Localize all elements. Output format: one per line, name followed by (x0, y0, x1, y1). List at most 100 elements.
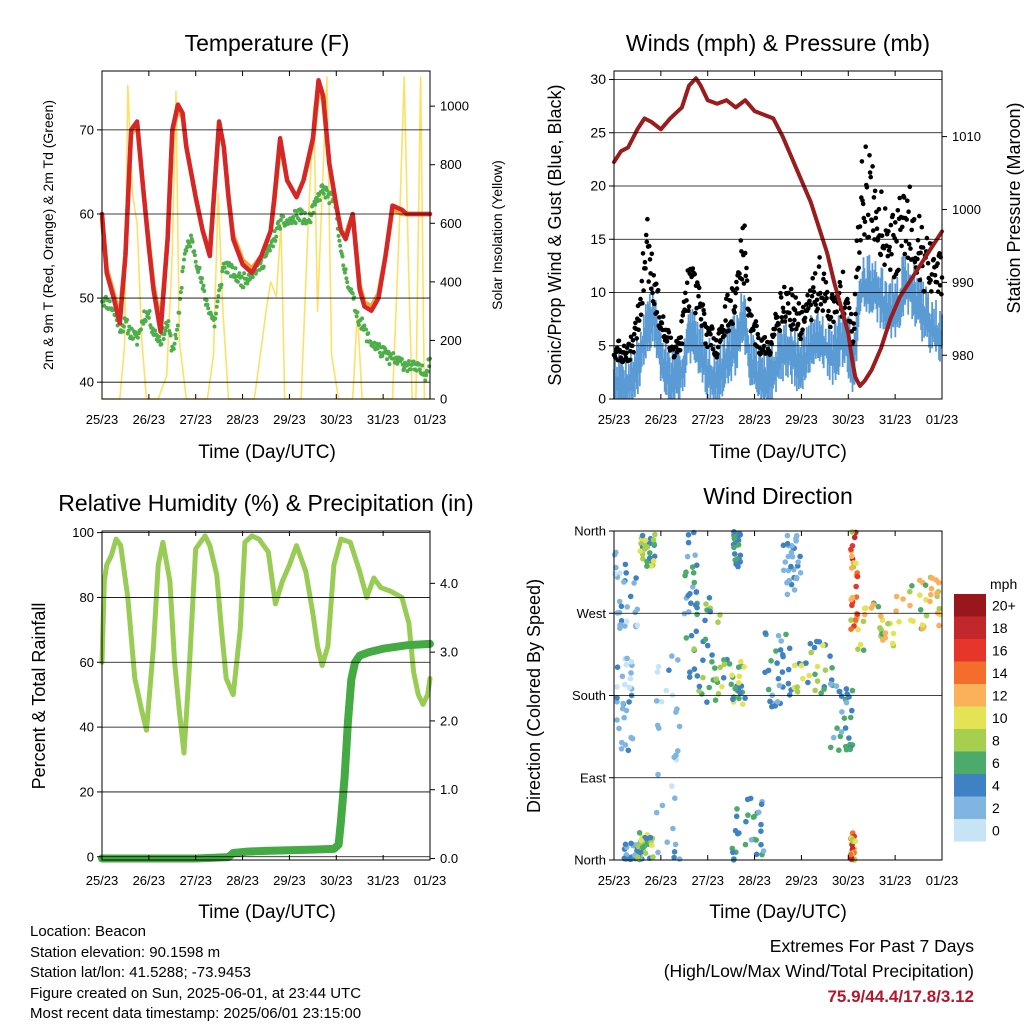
wind-direction-point (785, 553, 792, 560)
y-tick-label: 40 (80, 375, 94, 390)
gust-point (728, 298, 733, 304)
gust-point (730, 321, 735, 327)
gust-point (809, 293, 815, 299)
gust-point (805, 292, 810, 298)
gust-point (876, 206, 882, 212)
gust-point (834, 309, 839, 315)
wind-direction-point (691, 666, 698, 672)
dewpoint-point (180, 269, 185, 274)
wind-y-axis-label: Sonic/Prop Wind & Gust (Blue, Black) (545, 84, 565, 385)
wind-direction-point (933, 577, 939, 583)
wind-direction-point (853, 594, 860, 600)
temperature-panel: Temperature (F) 25/23 26/23 27/23 28/23 29/2… (40, 30, 505, 463)
wind-direction-point (669, 783, 675, 789)
dewpoint-point (308, 220, 313, 225)
colorbar-swatch (954, 616, 986, 639)
gust-point (831, 319, 836, 325)
wind-direction-point (689, 564, 696, 570)
wind-direction-point (655, 849, 661, 856)
wind-direction-point (730, 696, 736, 703)
wind-direction-point (880, 637, 886, 643)
gust-point (756, 335, 761, 341)
gust-point (853, 311, 858, 317)
wind-direction-point (700, 674, 706, 681)
wind-direction-point (807, 640, 814, 647)
y-tick-label: 25 (590, 124, 606, 140)
colorbar-label: 12 (992, 687, 1008, 703)
gust-point (802, 319, 807, 324)
wind-direction-point (664, 839, 670, 845)
wind-direction-point (808, 649, 814, 656)
x-tick-label: 29/23 (273, 873, 306, 888)
x-tick-label: 25/23 (598, 412, 631, 427)
dewpoint-point (192, 249, 197, 254)
y2-tick-label: 1000 (440, 99, 469, 114)
wind-direction-point (822, 667, 829, 673)
gust-point (838, 283, 843, 289)
dewpoint-point (383, 347, 388, 352)
wind-direction-point (928, 591, 934, 598)
gust-point (696, 293, 701, 299)
wind-direction-point (619, 705, 626, 712)
dewpoint-point (212, 324, 217, 329)
wind-direction-point (922, 582, 929, 588)
colorbar-label: 0 (992, 822, 1000, 838)
wind-direction-point (649, 842, 655, 848)
wind-direction-point (618, 603, 625, 610)
wind-direction-point (627, 675, 634, 682)
gust-point (904, 217, 909, 222)
dewpoint-point (366, 331, 371, 336)
gust-point (692, 271, 697, 277)
wind-direction-point (637, 849, 644, 856)
x-tick-label: 29/23 (273, 412, 306, 427)
dewpoint-point (313, 202, 318, 207)
wind-direction-point (691, 646, 697, 652)
gust-point (742, 250, 748, 256)
wind-direction-point (629, 735, 636, 742)
gust-point (851, 321, 856, 326)
y-tick-label: 60 (80, 206, 94, 221)
wind-direction-point (742, 841, 749, 848)
dewpoint-point (391, 351, 396, 356)
wind-direction-point (621, 579, 627, 585)
wind-direction-point (637, 548, 643, 554)
gust-point (829, 292, 835, 297)
gust-point (886, 229, 891, 234)
gust-point (821, 271, 827, 277)
wind-direction-point (729, 672, 735, 678)
wind-direction-point (733, 813, 740, 820)
dewpoint-point (193, 259, 198, 264)
wind-direction-point (745, 812, 751, 818)
gust-point (882, 262, 887, 268)
wind-direction-point (797, 570, 804, 576)
wind-direction-point (748, 837, 755, 843)
colorbar-swatch (954, 706, 986, 729)
dewpoint-point (204, 298, 209, 303)
dewpoint-point (377, 342, 382, 347)
wind-direction-point (634, 606, 641, 613)
wind-direction-point (785, 680, 792, 687)
dewpoint-point (182, 251, 187, 256)
gust-point (726, 328, 732, 333)
wind-direction-point (622, 841, 629, 848)
wind-direction-point (753, 851, 760, 858)
gust-point (679, 319, 684, 324)
wind-direction-point (779, 669, 786, 675)
extremes-values: 75.9/44.4/17.8/3.12 (827, 987, 974, 1006)
wind-direction-point (758, 801, 765, 808)
wind-direction-point (735, 680, 742, 686)
gust-point (906, 209, 911, 214)
wind-direction-point (614, 684, 620, 690)
dewpoint-point (225, 270, 230, 275)
dewpoint-point (355, 310, 360, 315)
gust-point (645, 216, 650, 222)
y2-tick-label: 200 (440, 333, 462, 348)
gust-point (734, 286, 740, 291)
wind-direction-point (775, 675, 782, 682)
gust-point (845, 300, 851, 306)
most-recent-timestamp: Most recent data timestamp: 2025/06/01 2… (30, 1005, 362, 1022)
x-tick-label: 26/23 (645, 412, 678, 427)
wind-direction-point (669, 653, 675, 659)
gust-point (879, 189, 884, 194)
wind-direction-point (687, 669, 693, 675)
